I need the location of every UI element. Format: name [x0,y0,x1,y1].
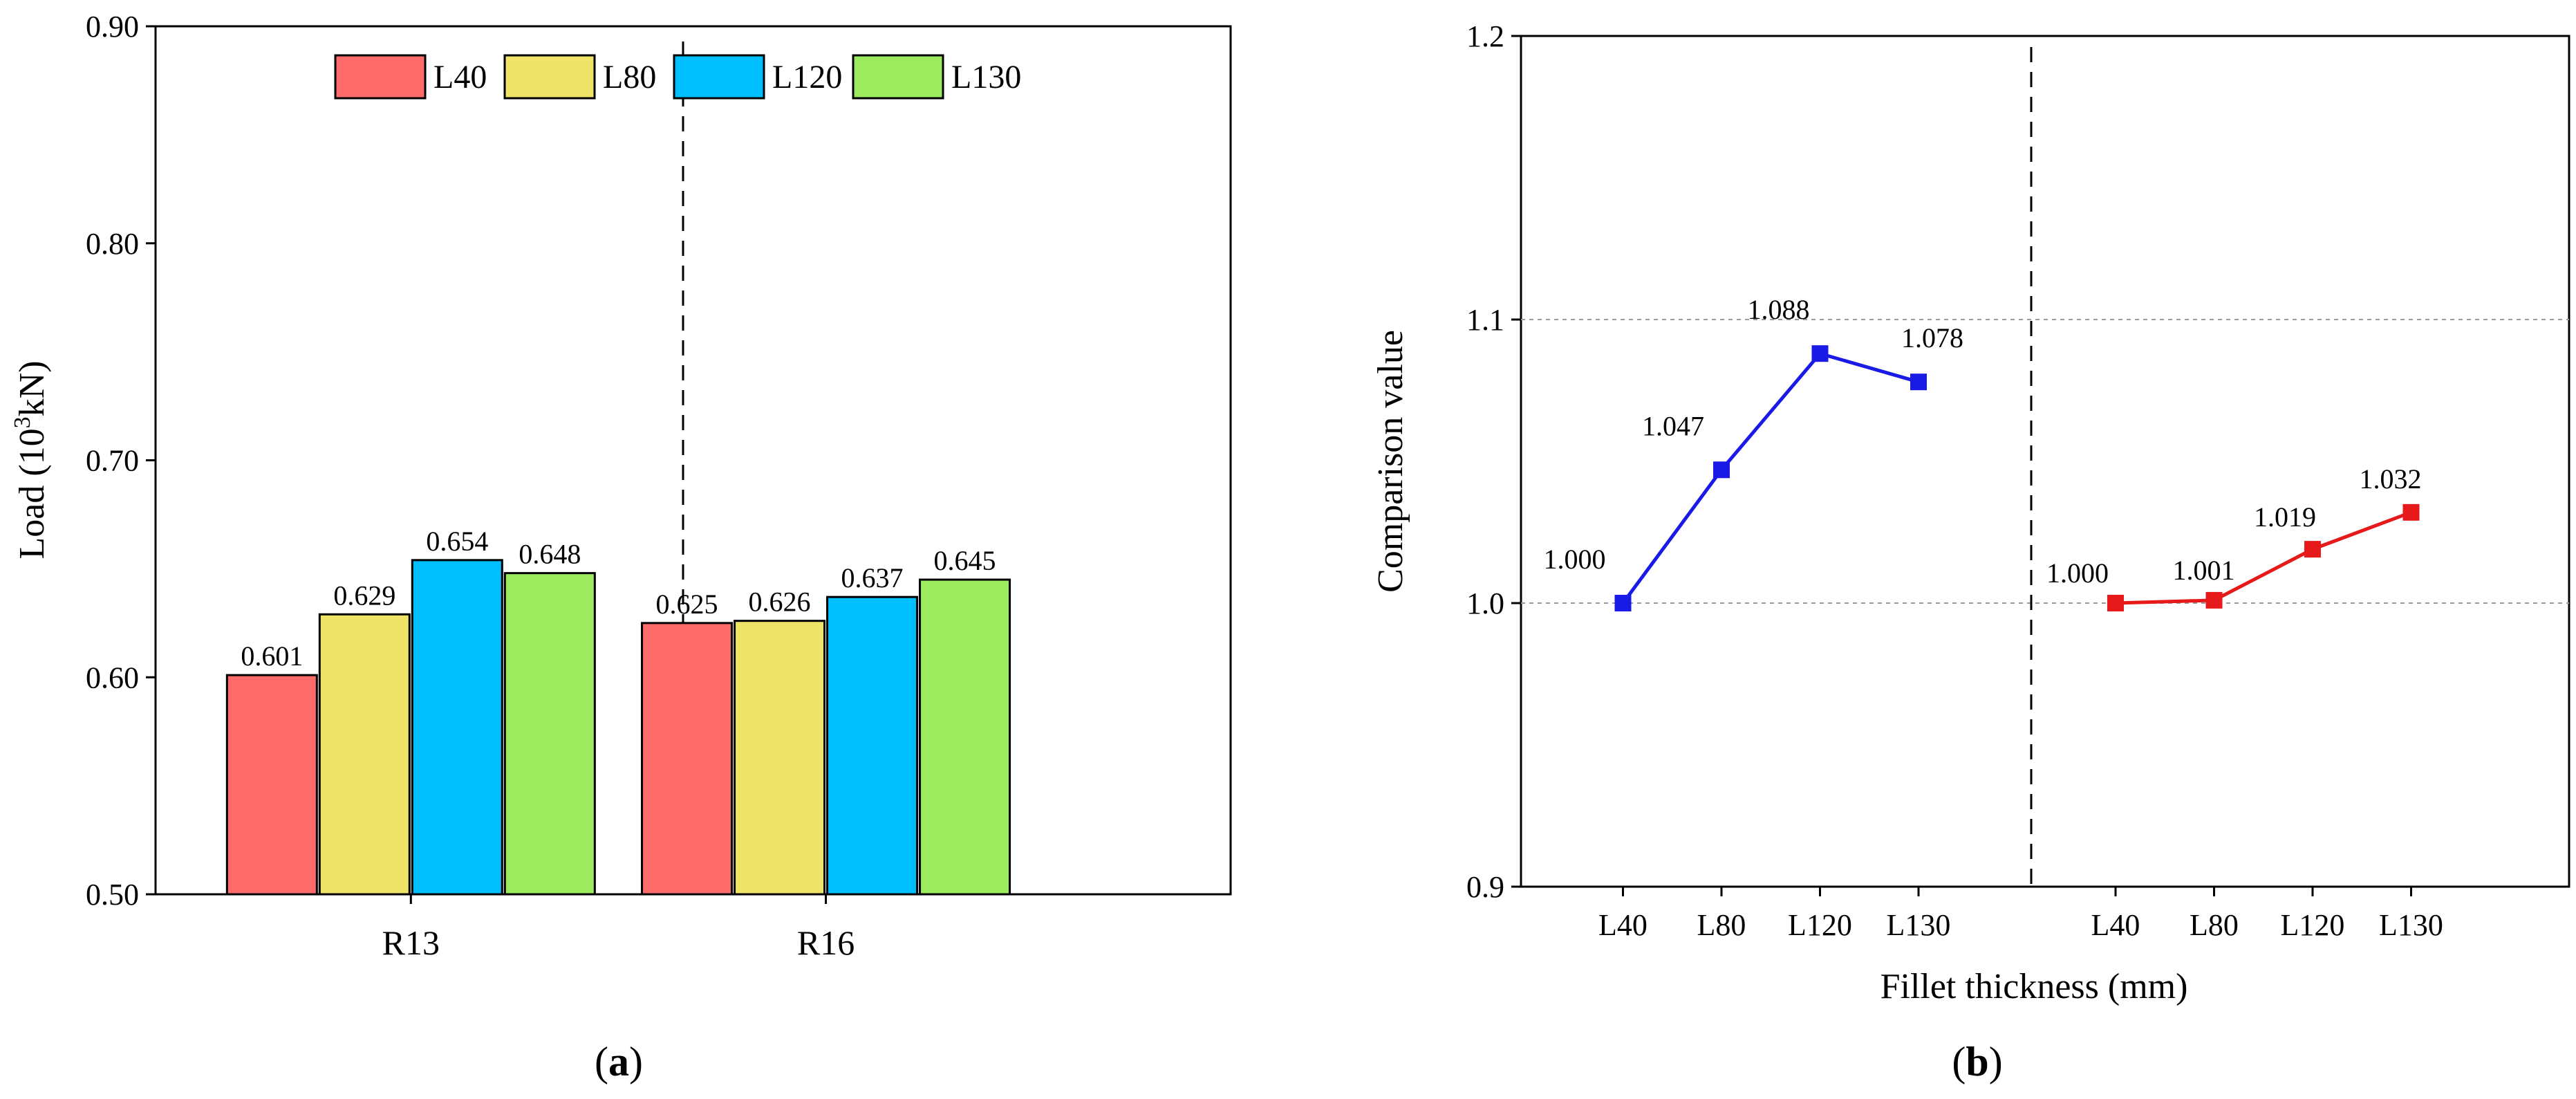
y-tick-label: 0.70 [86,444,139,478]
data-label: 1.078 [1901,322,1963,353]
series-line-r13 [1621,351,1919,604]
legend-label-l80: L80 [603,59,656,95]
bar-l80-r13 [318,613,411,896]
line-chart-panel: 0.9 1.0 1.1 1.2 L40 L80 L120 L130 L40 L80 L120 L13… [1371,19,2570,1084]
x-tick-label: L40 [1598,908,1648,942]
data-point [1713,461,1730,479]
y-tick-label: 1.0 [1466,587,1504,620]
y-axis-title: Comparison value [1371,330,1410,593]
bar-l40-r13 [225,674,318,896]
data-label: 0.601 [241,640,303,672]
plot-frame [1520,35,2570,888]
legend-swatch-l120 [673,54,765,100]
data-point [2205,591,2223,609]
data-label: 1.032 [2360,463,2422,495]
y-tick-label: 0.80 [86,227,139,261]
x-tick-label: L120 [1788,908,1852,942]
x-tick-label: L40 [2091,908,2140,942]
x-tick-label: L130 [1887,908,1951,942]
bar-l120-r16 [826,595,919,896]
legend-swatch-l40 [334,54,427,100]
x-category-label: R13 [382,923,440,962]
data-point [2107,595,2124,611]
x-tick-label: L80 [1697,908,1746,942]
data-point [1910,373,1927,391]
x-tick-label: L80 [2190,908,2239,942]
bar-l120-r13 [411,559,503,896]
data-label: 0.625 [656,589,718,620]
data-label: 1.088 [1748,294,1810,325]
y-tick-label: 1.1 [1466,303,1504,337]
data-point [1614,595,1632,611]
data-point [2304,541,2321,558]
data-label: 1.000 [2046,557,2109,589]
series-line-r16 [2115,510,2412,605]
data-label: 0.648 [519,539,581,570]
data-point [1811,345,1829,362]
panel-label-b: (b) [1952,1039,2002,1084]
y-axis-title: Load (103kN) [10,360,52,559]
legend-label-l130: L130 [951,59,1021,95]
bar-l80-r16 [734,620,826,896]
legend-swatch-l130 [852,54,944,100]
legend-label-l40: L40 [433,59,487,95]
legend-swatch-l80 [503,54,596,100]
data-label: 0.654 [426,526,488,557]
y-tick-label: 0.50 [86,878,139,912]
y-tick-label: 1.2 [1466,19,1504,53]
bar-l130-r16 [919,578,1011,896]
bar-chart-panel: 0.50 0.60 0.70 0.80 0.90 0.601 0.629 0.654 0.64… [10,10,1232,1084]
panel-label-a: (a) [595,1039,643,1084]
y-tick-label: 0.90 [86,10,139,44]
y-tick-label: 0.60 [86,661,139,694]
x-tick-label: L130 [2379,908,2443,942]
data-label: 0.629 [333,580,395,611]
data-label: 1.001 [2173,555,2235,586]
data-point [2402,504,2420,521]
x-category-label: R16 [797,923,855,962]
data-label: 0.645 [934,545,996,576]
x-tick-label: L120 [2281,908,2345,942]
bar-l130-r13 [503,572,596,896]
y-tick-label: 0.9 [1466,870,1504,904]
data-label: 0.637 [841,562,904,593]
bar-l40-r16 [641,622,734,896]
data-label: 0.626 [749,587,811,618]
data-label: 1.019 [2254,501,2316,533]
data-label: 1.047 [1642,410,1704,441]
legend-label-l120: L120 [772,59,842,95]
data-label: 1.000 [1544,544,1606,575]
x-axis-title: Fillet thickness (mm) [1880,967,2188,1006]
